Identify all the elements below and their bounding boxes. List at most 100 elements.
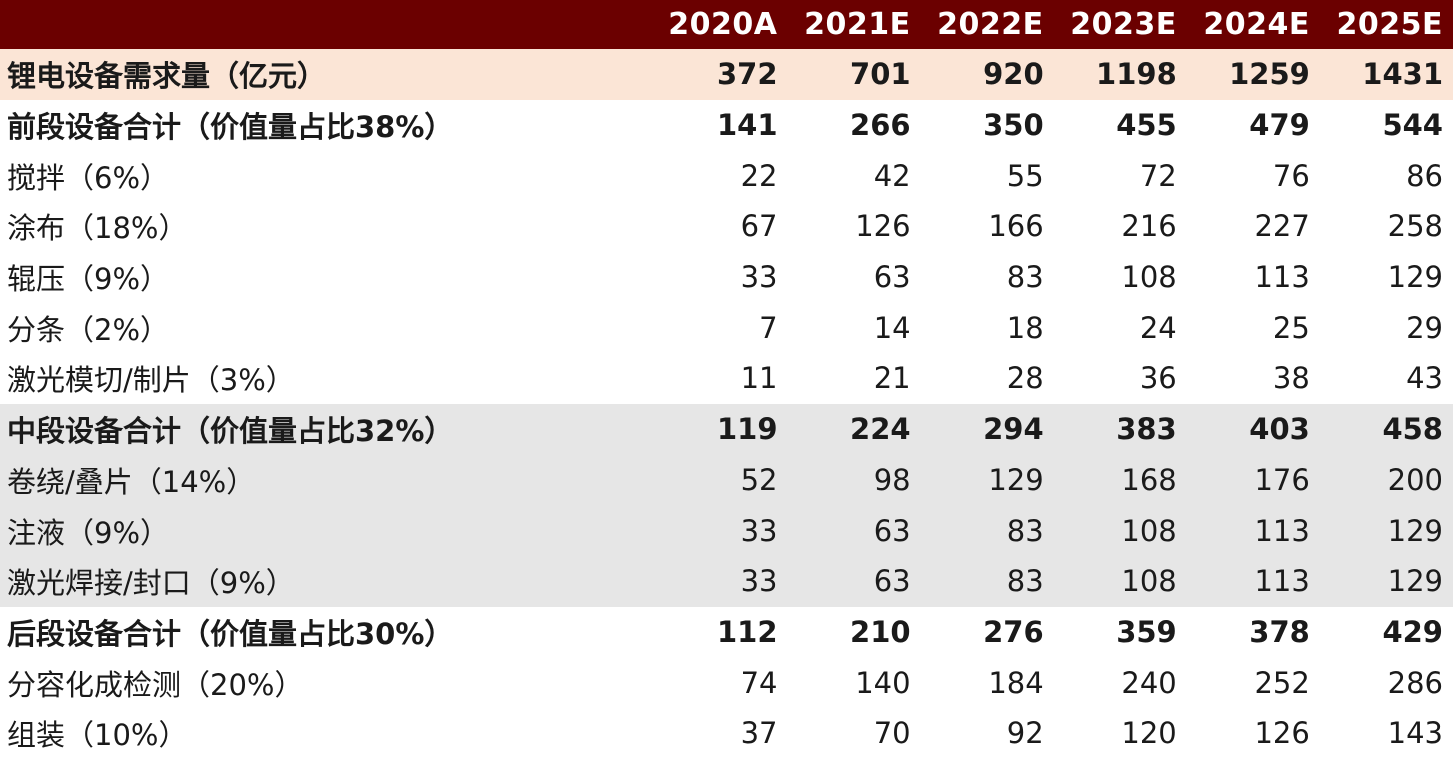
row-label: 卷绕/叠片（14%）	[7, 464, 256, 499]
table-row: 锂电设备需求量（亿元） 372 701 920 1198 1259 1431	[0, 49, 1453, 100]
value-cell: 266	[850, 108, 911, 143]
value-cell: 200	[1387, 462, 1443, 497]
value-cell: 113	[1254, 513, 1310, 548]
value-cell: 1259	[1229, 57, 1310, 92]
value-cell: 7	[759, 310, 778, 345]
row-label: 前段设备合计（价值量占比38%）	[7, 110, 454, 145]
value-cell: 108	[1121, 513, 1177, 548]
value-cell: 36	[1139, 361, 1177, 396]
value-cell: 38	[1272, 361, 1310, 396]
header-cell-2020a: 2020A	[668, 7, 778, 42]
value-cell: 210	[850, 614, 911, 649]
value-cell: 18	[1006, 310, 1044, 345]
value-cell: 258	[1387, 209, 1443, 244]
table-row: 组装（10%） 37 70 92 120 126 143	[0, 708, 1453, 759]
value-cell: 378	[1249, 614, 1310, 649]
header-cell-2021e: 2021E	[804, 7, 911, 42]
table-header-row: 2020A 2021E 2022E 2023E 2024E 2025E	[0, 0, 1453, 49]
value-cell: 24	[1139, 310, 1177, 345]
table-row: 分容化成检测（20%） 74 140 184 240 252 286	[0, 657, 1453, 708]
value-cell: 129	[1387, 260, 1443, 295]
value-cell: 55	[1006, 158, 1044, 193]
value-cell: 141	[716, 108, 778, 143]
value-cell: 113	[1254, 564, 1310, 599]
value-cell: 455	[1116, 108, 1177, 143]
table-row: 辊压（9%） 33 63 83 108 113 129	[0, 252, 1453, 303]
row-label: 辊压（9%）	[7, 262, 170, 297]
value-cell: 74	[740, 665, 778, 700]
value-cell: 42	[873, 158, 911, 193]
value-cell: 108	[1121, 564, 1177, 599]
value-cell: 76	[1272, 158, 1310, 193]
value-cell: 224	[850, 412, 911, 447]
value-cell: 113	[1254, 260, 1310, 295]
value-cell: 108	[1121, 260, 1177, 295]
table-row: 后段设备合计（价值量占比30%） 112 210 276 359 378 429	[0, 607, 1453, 658]
value-cell: 83	[1006, 564, 1044, 599]
value-cell: 129	[1387, 564, 1443, 599]
value-cell: 72	[1139, 158, 1177, 193]
value-cell: 383	[1116, 412, 1177, 447]
value-cell: 25	[1272, 310, 1310, 345]
value-cell: 544	[1382, 108, 1443, 143]
value-cell: 92	[1006, 716, 1044, 751]
table-row: 搅拌（6%） 22 42 55 72 76 86	[0, 150, 1453, 201]
value-cell: 126	[855, 209, 911, 244]
value-cell: 252	[1254, 665, 1310, 700]
value-cell: 43	[1406, 361, 1443, 396]
row-label: 分条（2%）	[7, 312, 170, 347]
row-label: 后段设备合计（价值量占比30%）	[7, 616, 454, 651]
value-cell: 63	[873, 260, 911, 295]
table-row: 注液（9%） 33 63 83 108 113 129	[0, 505, 1453, 556]
value-cell: 1198	[1096, 57, 1177, 92]
value-cell: 29	[1406, 310, 1443, 345]
value-cell: 168	[1121, 462, 1177, 497]
row-label: 激光模切/制片（3%）	[7, 363, 295, 398]
value-cell: 63	[873, 513, 911, 548]
value-cell: 33	[740, 260, 778, 295]
value-cell: 350	[983, 108, 1044, 143]
table-row: 激光模切/制片（3%） 11 21 28 36 38 43	[0, 353, 1453, 404]
row-label: 涂布（18%）	[7, 211, 188, 246]
value-cell: 37	[740, 716, 778, 751]
value-cell: 98	[873, 462, 911, 497]
value-cell: 83	[1006, 260, 1044, 295]
header-cell-2022e: 2022E	[937, 7, 1044, 42]
value-cell: 21	[873, 361, 911, 396]
header-cell-2025e: 2025E	[1336, 7, 1443, 42]
value-cell: 33	[740, 564, 778, 599]
value-cell: 240	[1121, 665, 1177, 700]
value-cell: 920	[983, 57, 1044, 92]
value-cell: 11	[740, 361, 778, 396]
row-label: 搅拌（6%）	[7, 160, 170, 195]
value-cell: 126	[1254, 716, 1310, 751]
value-cell: 276	[983, 614, 1044, 649]
value-cell: 359	[1116, 614, 1177, 649]
value-cell: 28	[1006, 361, 1044, 396]
value-cell: 86	[1406, 158, 1443, 193]
value-cell: 83	[1006, 513, 1044, 548]
value-cell: 67	[740, 209, 778, 244]
value-cell: 216	[1121, 209, 1177, 244]
value-cell: 166	[988, 209, 1044, 244]
row-label: 锂电设备需求量（亿元）	[7, 59, 327, 94]
row-label: 分容化成检测（20%）	[7, 667, 304, 702]
table-row: 中段设备合计（价值量占比32%） 119 224 294 383 403 458	[0, 403, 1453, 455]
value-cell: 176	[1254, 462, 1310, 497]
value-cell: 143	[1387, 716, 1443, 751]
header-cell-2024e: 2024E	[1203, 7, 1310, 42]
value-cell: 701	[850, 57, 911, 92]
value-cell: 479	[1249, 108, 1310, 143]
row-label: 中段设备合计（价值量占比32%）	[7, 414, 454, 449]
value-cell: 70	[873, 716, 911, 751]
value-cell: 429	[1382, 614, 1443, 649]
value-cell: 22	[740, 158, 778, 193]
value-cell: 119	[716, 412, 778, 447]
value-cell: 140	[855, 665, 911, 700]
value-cell: 1431	[1362, 57, 1443, 92]
value-cell: 14	[873, 310, 911, 345]
value-cell: 294	[983, 412, 1044, 447]
table-body: 锂电设备需求量（亿元） 372 701 920 1198 1259 1431 前段设备合计（价…	[0, 49, 1453, 759]
table-row: 卷绕/叠片（14%） 52 98 129 168 176 200	[0, 454, 1453, 506]
